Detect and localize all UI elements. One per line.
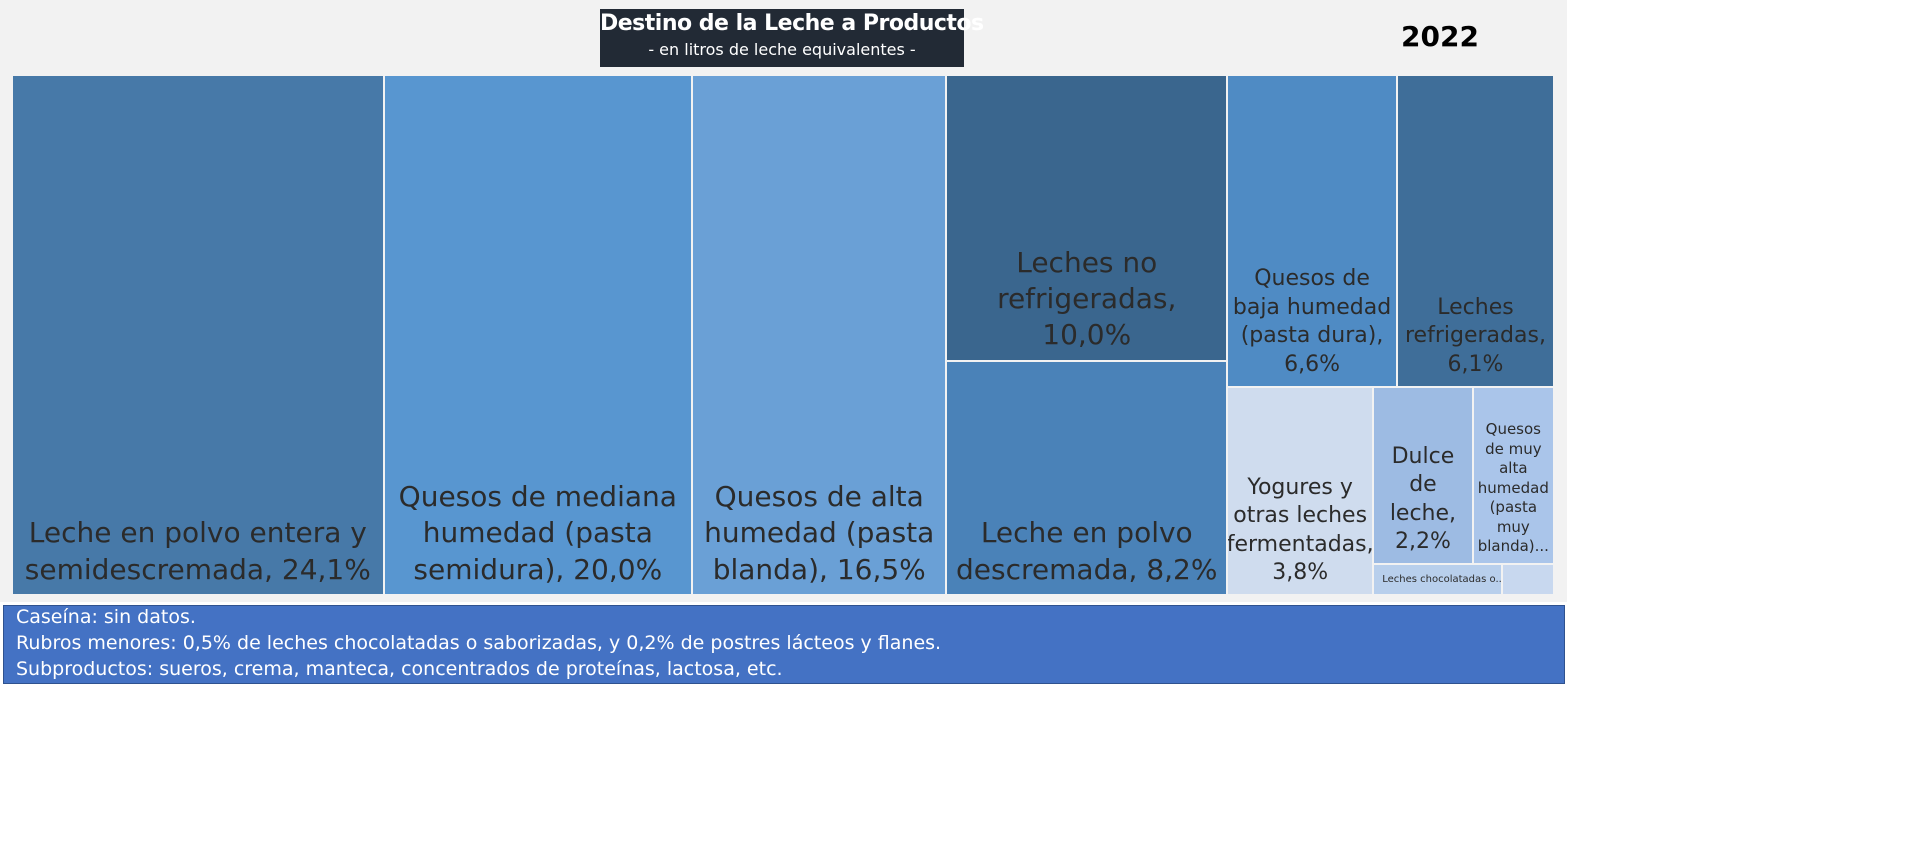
category-label: Yogures y otras leches fermentadas bbox=[1228, 475, 1372, 557]
category-label: Quesos de mediana humedad (pasta semidur… bbox=[399, 480, 677, 586]
tile-label: Quesos de alta humedad (pasta blanda)16,… bbox=[693, 479, 945, 594]
tile: Leches chocolatadas o... bbox=[1374, 564, 1502, 594]
value-label: 20,0% bbox=[573, 552, 663, 586]
category-label: Leches chocolatadas o... bbox=[1382, 573, 1502, 585]
tile: Leche en polvo entera y semidescremada24… bbox=[13, 76, 383, 594]
tile: Quesos de baja humedad (pasta dura) 6,6% bbox=[1228, 76, 1396, 386]
tile: Leche en polvo descremada8,2% bbox=[947, 361, 1227, 594]
tile-label: Leches chocolatadas o... bbox=[1374, 573, 1501, 586]
tile: Dulce de leche 2,2% bbox=[1374, 387, 1472, 563]
value-label: 24,1% bbox=[281, 552, 371, 586]
value-label: 10,0% bbox=[1042, 318, 1132, 352]
value-label: 3,8% bbox=[1272, 560, 1329, 586]
tile-label: Quesos de muy alta humedad (pasta muy bl… bbox=[1474, 420, 1553, 563]
category-label: Leches refrigeradas bbox=[1405, 295, 1546, 349]
category-label: Quesos de muy alta humedad (pasta muy bl… bbox=[1477, 420, 1549, 556]
category-label: Dulce de leche bbox=[1390, 444, 1456, 526]
value-label: 8,2% bbox=[1146, 552, 1218, 586]
tile-label: Leches no refrigeradas10,0% bbox=[947, 245, 1226, 360]
tile-label: Dulce de leche 2,2% bbox=[1374, 443, 1471, 563]
tile: Leches refrigeradas6,1% bbox=[1397, 76, 1553, 386]
value-label: 2,2% bbox=[1394, 529, 1451, 555]
value-label: 6,6% bbox=[1284, 351, 1340, 377]
tile-label: Leches refrigeradas6,1% bbox=[1398, 294, 1553, 386]
tile-label: Yogures y otras leches fermentadas 3,8% bbox=[1228, 474, 1372, 594]
tile bbox=[1503, 564, 1553, 594]
tile: Quesos de muy alta humedad (pasta muy bl… bbox=[1473, 387, 1553, 563]
tile: Leches no refrigeradas10,0% bbox=[947, 76, 1227, 360]
tile-label: Quesos de baja humedad (pasta dura) 6,6% bbox=[1228, 265, 1396, 385]
category-label: Leches no refrigeradas bbox=[997, 246, 1176, 315]
value-label: 6,1% bbox=[1447, 351, 1504, 377]
tile: Quesos de mediana humedad (pasta semidur… bbox=[384, 76, 691, 594]
treemap: Leche en polvo entera y semidescremada24… bbox=[12, 75, 1554, 595]
note-line: Caseína: sin datos. bbox=[16, 606, 196, 628]
year-annotation: 2022 bbox=[1401, 20, 1479, 53]
tile-label: Leche en polvo entera y semidescremada24… bbox=[13, 515, 383, 594]
tile: Quesos de alta humedad (pasta blanda)16,… bbox=[693, 76, 946, 594]
category-label: Quesos de alta humedad (pasta blanda) bbox=[704, 480, 934, 586]
notes: Caseína: sin datos. Rubros menores: 0,5% … bbox=[3, 605, 1565, 684]
tile: Yogures y otras leches fermentadas 3,8% bbox=[1228, 387, 1373, 594]
category-label: Quesos de baja humedad (pasta dura) bbox=[1233, 266, 1391, 348]
chart: Destino de la Leche a Productos - en lit… bbox=[0, 0, 1567, 602]
note-line: Rubros menores: 0,5% de leches chocolata… bbox=[16, 632, 942, 654]
chart-subtitle: - en litros de leche equivalentes - bbox=[648, 40, 916, 59]
tile-label: Quesos de mediana humedad (pasta semidur… bbox=[385, 479, 691, 594]
tile-label: Leche en polvo descremada8,2% bbox=[947, 515, 1226, 594]
value-label: 16,5% bbox=[836, 552, 926, 586]
chart-title: Destino de la Leche a Productos bbox=[600, 11, 984, 36]
note-line: Subproductos: sueros, crema, manteca, co… bbox=[16, 658, 783, 680]
title-box: Destino de la Leche a Productos - en lit… bbox=[600, 9, 984, 67]
